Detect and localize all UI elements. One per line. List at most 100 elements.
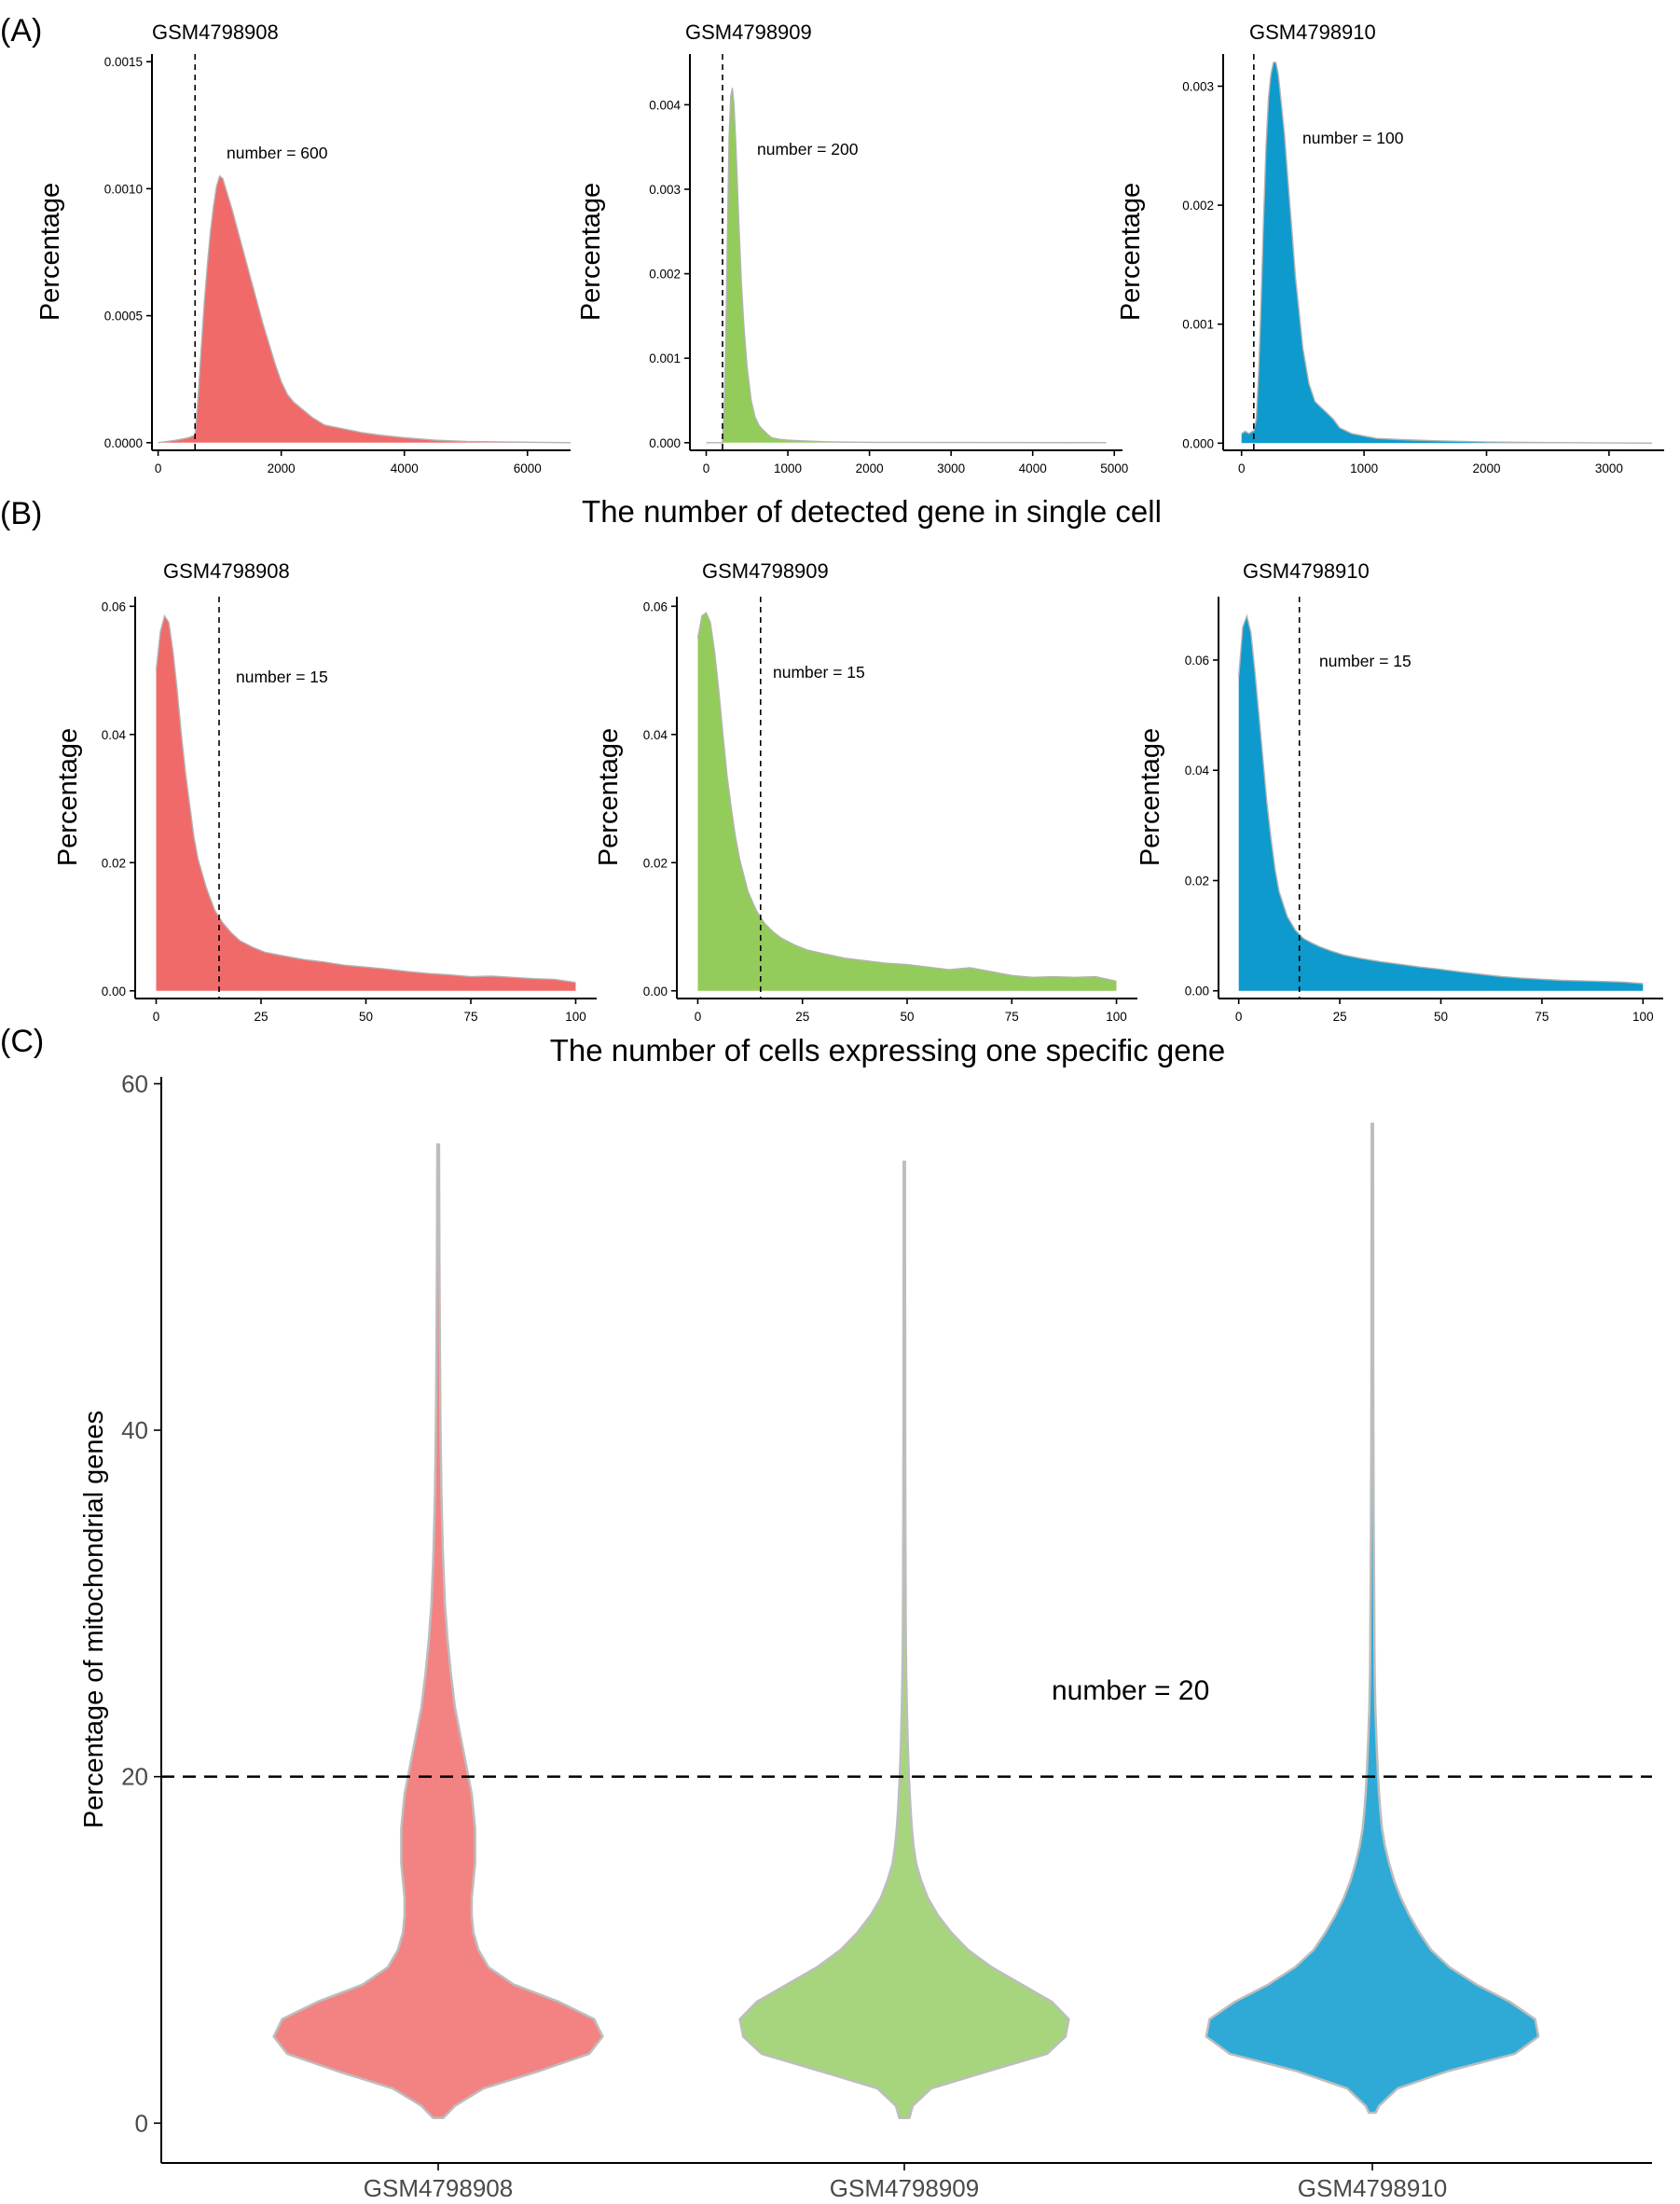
chart-title: GSM4798910 bbox=[1249, 21, 1376, 44]
density-chart-b-gsm4798909: GSM4798909 Percentage number = 15 0.00 0.02 0… bbox=[594, 559, 1137, 1024]
y-tick-label: 20 bbox=[121, 1763, 148, 1791]
panel-letter-b: (B) bbox=[0, 496, 42, 531]
violin-gsm4798909 bbox=[738, 1160, 1070, 2119]
y-tick-label: 0.02 bbox=[643, 856, 668, 870]
y-tick-label: 60 bbox=[121, 1069, 148, 1097]
y-tick-label: 0.0005 bbox=[104, 310, 143, 324]
y-tick-label: 0.06 bbox=[1185, 654, 1209, 668]
x-tick-label: 1000 bbox=[774, 461, 802, 475]
density-outline bbox=[155, 613, 576, 984]
x-tick-label: 25 bbox=[254, 1010, 268, 1024]
density-outline bbox=[1241, 62, 1652, 444]
x-tick-label: 0 bbox=[1238, 461, 1246, 475]
x-tick-label: 4000 bbox=[391, 461, 419, 475]
density-outline bbox=[706, 88, 1107, 444]
y-tick-label: 0.00 bbox=[102, 985, 126, 999]
density-chart-a-gsm4798909: GSM4798909 Percentage number = 200 0.000 0.0… bbox=[576, 21, 1128, 475]
x-tick-label: 5000 bbox=[1100, 461, 1128, 475]
density-chart-a-gsm4798910: GSM4798910 Percentage number = 100 0.000 0.0… bbox=[1116, 21, 1664, 475]
cutoff-annotation: number = 100 bbox=[1302, 129, 1404, 147]
x-tick-label: 2000 bbox=[856, 461, 884, 475]
x-tick-label: 75 bbox=[463, 1010, 477, 1024]
density-outline bbox=[158, 174, 571, 444]
density-outline bbox=[1238, 613, 1644, 985]
x-tick-label: 100 bbox=[1106, 1010, 1127, 1024]
y-tick-label: 0.000 bbox=[649, 436, 681, 450]
y-axis-label: Percentage bbox=[1136, 728, 1165, 866]
y-tick-label: 0.00 bbox=[643, 985, 668, 999]
cutoff-annotation: number = 600 bbox=[227, 144, 328, 162]
cutoff-annotation: number = 15 bbox=[773, 663, 865, 682]
x-tick-label: 1000 bbox=[1350, 461, 1378, 475]
y-tick-label: 0.0010 bbox=[104, 182, 143, 196]
cutoff-annotation: number = 15 bbox=[236, 668, 328, 686]
density-area bbox=[697, 613, 1117, 991]
y-tick-label: 0.04 bbox=[102, 728, 127, 742]
density-area bbox=[158, 175, 571, 443]
density-area bbox=[156, 615, 576, 991]
y-tick-label: 0.001 bbox=[649, 351, 681, 365]
x-tick-label: 0 bbox=[155, 461, 162, 475]
x-tick-label: 2000 bbox=[1472, 461, 1500, 475]
y-tick-label: 0.06 bbox=[102, 599, 126, 613]
density-area bbox=[1241, 62, 1652, 444]
density-outline bbox=[696, 612, 1117, 983]
y-axis-label: Percentage of mitochondrial genes bbox=[79, 1411, 109, 1828]
x-tick-label: 50 bbox=[359, 1010, 373, 1024]
x-tick-label: 75 bbox=[1005, 1010, 1019, 1024]
x-tick-label: 4000 bbox=[1019, 461, 1047, 475]
x-tick-label: 75 bbox=[1535, 1010, 1549, 1024]
chart-title: GSM4798909 bbox=[702, 559, 829, 583]
x-tick-label: 2000 bbox=[268, 461, 296, 475]
y-axis-label: Percentage bbox=[53, 728, 83, 866]
y-tick-label: 0.000 bbox=[1182, 436, 1214, 450]
cutoff-annotation: number = 200 bbox=[757, 140, 859, 158]
density-area bbox=[1238, 615, 1644, 991]
panel-letter-a: (A) bbox=[0, 13, 42, 48]
x-tick-label: 100 bbox=[565, 1010, 586, 1024]
y-tick-label: 0.04 bbox=[643, 728, 668, 742]
violin-gsm4798910 bbox=[1205, 1122, 1540, 2114]
chart-title: GSM4798910 bbox=[1243, 559, 1370, 583]
y-tick-label: 40 bbox=[121, 1416, 148, 1444]
y-tick-label: 0.003 bbox=[1182, 79, 1214, 93]
x-tick-label: 25 bbox=[795, 1010, 809, 1024]
y-tick-label: 0.001 bbox=[1182, 318, 1214, 332]
chart-title: GSM4798909 bbox=[685, 21, 812, 44]
x-tick-label: 50 bbox=[900, 1010, 914, 1024]
y-axis-label: Percentage bbox=[594, 728, 624, 866]
density-chart-b-gsm4798910: GSM4798910 Percentage number = 15 0.00 0.02 0… bbox=[1136, 559, 1663, 1024]
x-tick-label: 6000 bbox=[514, 461, 542, 475]
x-tick-label: GSM4798910 bbox=[1298, 2174, 1447, 2202]
x-tick-label: 25 bbox=[1333, 1010, 1347, 1024]
y-tick-label: 0.02 bbox=[1185, 874, 1209, 888]
x-tick-label: GSM4798909 bbox=[830, 2174, 979, 2202]
x-tick-label: 0 bbox=[153, 1010, 160, 1024]
y-tick-label: 0.00 bbox=[1185, 985, 1209, 999]
chart-title: GSM4798908 bbox=[163, 559, 290, 583]
density-chart-b-gsm4798908: GSM4798908 Percentage number = 15 0.00 0.02 0… bbox=[53, 559, 597, 1024]
y-tick-label: 0.003 bbox=[649, 183, 681, 197]
x-tick-label: 0 bbox=[695, 1010, 702, 1024]
x-tick-label: GSM4798908 bbox=[364, 2174, 513, 2202]
density-chart-a-gsm4798908: GSM4798908 Percentage number = 600 0.0000 0.… bbox=[35, 21, 571, 475]
y-tick-label: 0.02 bbox=[102, 856, 126, 870]
x-tick-label: 0 bbox=[1235, 1010, 1243, 1024]
y-tick-label: 0.004 bbox=[649, 98, 681, 112]
y-axis-label: Percentage bbox=[35, 183, 65, 321]
x-tick-label: 0 bbox=[703, 461, 710, 475]
cutoff-annotation: number = 20 bbox=[1052, 1675, 1209, 1706]
x-tick-label: 100 bbox=[1632, 1010, 1654, 1024]
density-area bbox=[706, 88, 1107, 443]
x-tick-label: 3000 bbox=[937, 461, 965, 475]
violin-chart-mitochondrial: Percentage of mitochondrial genes number … bbox=[79, 1069, 1652, 2202]
y-axis-label: Percentage bbox=[1116, 183, 1146, 321]
y-tick-label: 0.06 bbox=[643, 599, 668, 613]
x-tick-label: 50 bbox=[1434, 1010, 1448, 1024]
y-tick-label: 0.002 bbox=[649, 268, 681, 282]
y-tick-label: 0.0000 bbox=[104, 436, 143, 450]
y-axis-label: Percentage bbox=[576, 183, 606, 321]
y-tick-label: 0.04 bbox=[1185, 764, 1210, 778]
panel-letter-c: (C) bbox=[0, 1024, 44, 1059]
